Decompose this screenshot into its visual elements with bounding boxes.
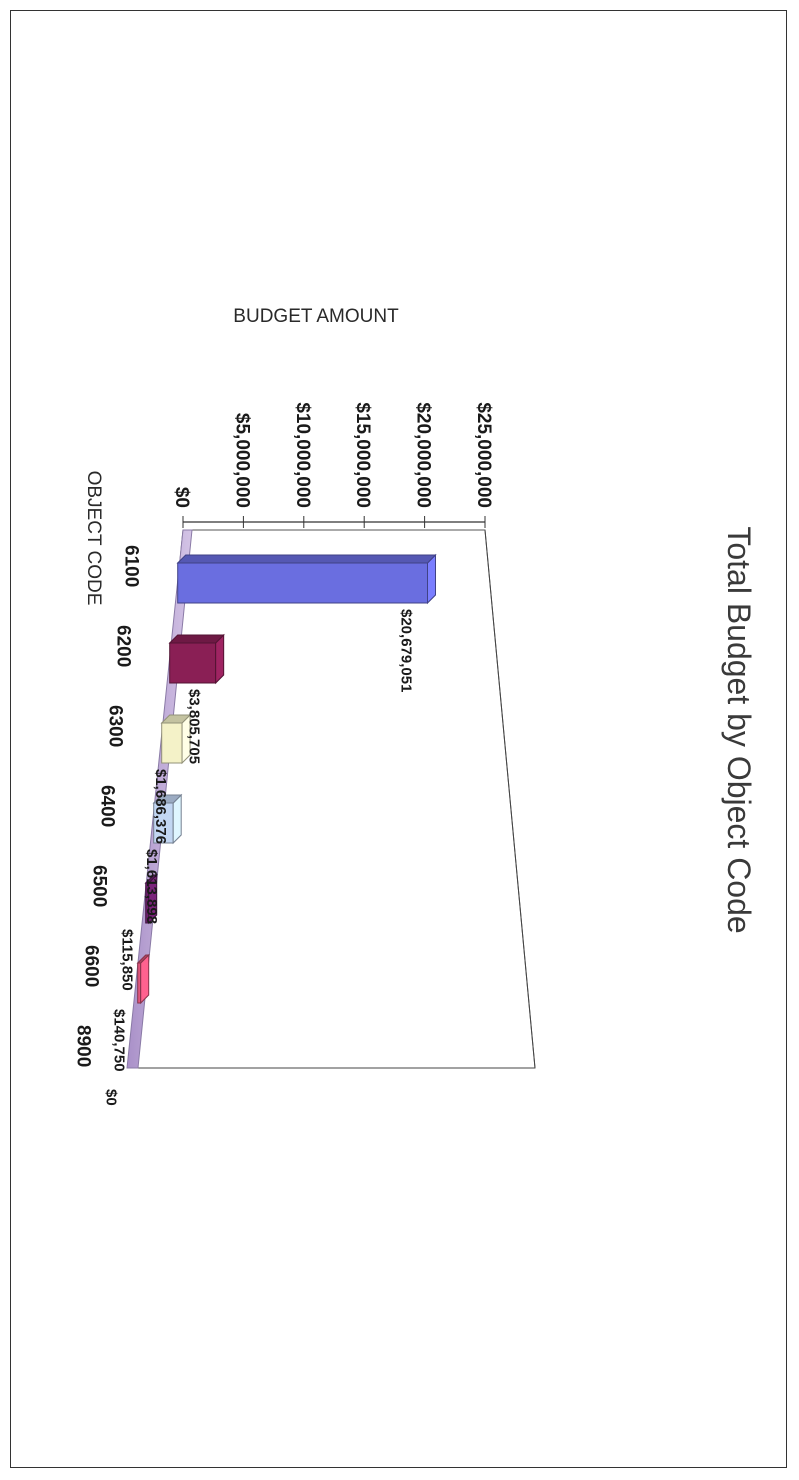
category-label: 6400 [97,785,118,827]
x-axis-title: OBJECT CODE [83,471,104,606]
data-label: $20,679,051 [398,609,415,692]
category-label: 8900 [73,1025,94,1067]
bar-side-face [176,554,437,564]
data-label: $0 [103,1089,120,1106]
data-label: $140,750 [111,1009,128,1072]
value-tick-label: $0 [171,487,192,508]
data-label: $1,613,898 [143,849,160,924]
category-label: 6100 [121,545,142,587]
value-tick-label: $15,000,000 [352,402,373,508]
y-axis-title: BUDGET AMOUNT [233,306,399,327]
data-labels: $20,679,051 $3,805,705 $1,686,376 $1,613,89… [103,609,415,1106]
value-axis-ticks: $0 $5,000,000 $10,000,000 $15,000,000 $20,00… [171,402,494,528]
value-tick-label: $5,000,000 [231,413,252,508]
bar [161,722,183,764]
value-tick-label: $20,000,000 [413,402,434,508]
value-tick-label: $10,000,000 [292,402,313,508]
bar-side-face [136,954,150,964]
bar-side-face [152,794,183,804]
back-wall [129,529,536,1069]
category-labels: 6100 6200 6300 6400 6500 6600 8900 [73,545,142,1067]
bar-side-face [168,634,225,644]
bar-side-face [160,714,192,724]
bar-side-face [144,874,158,884]
value-tick-label: $25,000,000 [473,402,494,508]
data-label: $1,686,376 [152,769,169,844]
category-label: 6600 [81,945,102,987]
data-label: $115,850 [119,929,136,991]
category-label: 6300 [105,705,126,747]
bar [169,642,217,684]
category-label: 6500 [89,865,110,907]
data-label: $3,805,705 [186,689,203,764]
back-wall-edge [484,529,536,1069]
bars [136,553,437,1005]
category-label: 6200 [113,625,134,667]
chart-title: Total Budget by Object Code [721,526,757,933]
bar [177,562,429,604]
